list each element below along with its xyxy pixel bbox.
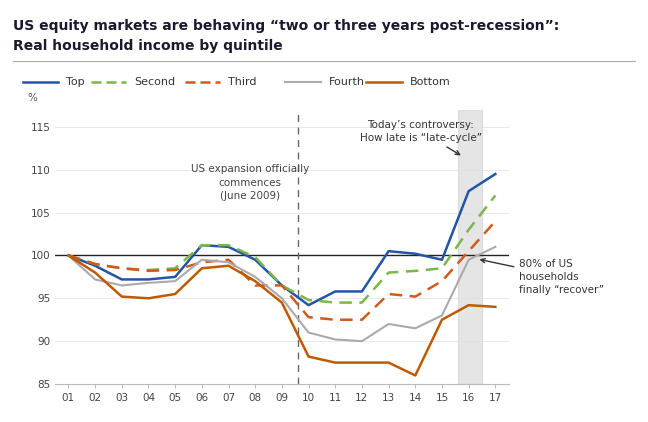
Text: Second: Second bbox=[134, 77, 175, 87]
Bar bbox=[458, 110, 482, 384]
Text: Real household income by quintile: Real household income by quintile bbox=[13, 39, 283, 53]
Text: Top: Top bbox=[66, 77, 85, 87]
Text: 80% of US
households
finally “recover”: 80% of US households finally “recover” bbox=[481, 259, 605, 295]
Text: US equity markets are behaving “two or three years post-recession”:: US equity markets are behaving “two or t… bbox=[13, 19, 559, 33]
Text: Today’s controversy:
How late is “late-cycle”: Today’s controversy: How late is “late-c… bbox=[360, 119, 481, 154]
Text: Fourth: Fourth bbox=[329, 77, 365, 87]
Text: Bottom: Bottom bbox=[410, 77, 450, 87]
Text: US expansion officially
commences
(June 2009): US expansion officially commences (June … bbox=[191, 165, 309, 201]
Text: %: % bbox=[28, 93, 38, 103]
Text: Third: Third bbox=[228, 77, 257, 87]
